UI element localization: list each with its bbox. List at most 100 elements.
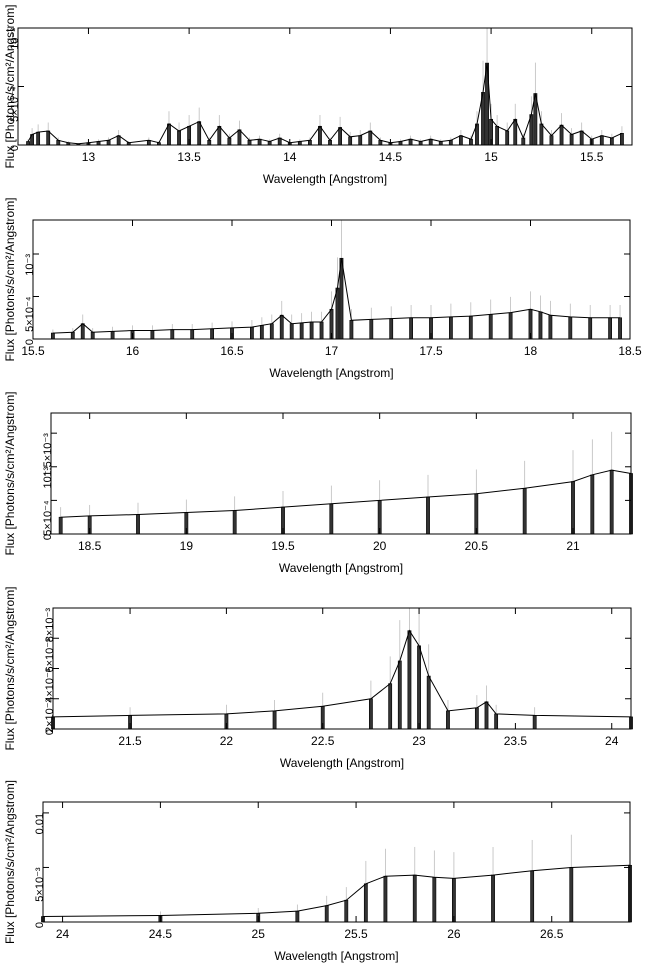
data-bin <box>338 127 342 146</box>
data-bin <box>368 698 373 730</box>
x-tick-label: 18 <box>524 344 538 358</box>
y-tick-label: 10⁻³ <box>9 28 21 50</box>
data-bin <box>369 319 374 340</box>
chart-panel-1: 13 13.5 14 14.5 15 15.5 0 5×10⁻⁴ 10⁻³ Wavelength … <box>3 4 633 186</box>
plot-frame <box>52 607 632 730</box>
data-bin <box>388 683 393 730</box>
data-bin <box>257 138 262 146</box>
plot-frame <box>42 801 631 923</box>
y-tick-label: 2×10⁻³ <box>44 698 56 733</box>
data-bin <box>409 317 414 340</box>
y-axis-label: Flux [Photons/s/cm²/Angstrom] <box>3 197 17 361</box>
x-tick-label: 22 <box>220 734 234 748</box>
data-bin <box>488 314 493 340</box>
data-bin <box>508 312 513 340</box>
data-bin <box>438 141 443 146</box>
data-bin <box>495 125 500 146</box>
data-bin <box>412 874 417 923</box>
x-tick-label: 26 <box>447 927 461 941</box>
data-bin <box>549 135 554 146</box>
data-bin <box>50 332 55 340</box>
data-bin <box>407 630 412 730</box>
y-tick-label: 5×10⁻³ <box>34 867 46 902</box>
data-bin <box>408 138 413 146</box>
x-tick-label: 25.5 <box>344 927 368 941</box>
data-bin <box>451 878 456 923</box>
data-bin <box>599 135 604 146</box>
data-bin <box>448 316 453 340</box>
y-tick-label: 0 <box>42 534 54 540</box>
x-axis-label: Wavelength [Angstrom] <box>274 949 398 963</box>
chart-panel-5: 24 24.5 25 25.5 26 26.5 0 5×10⁻³ 0.01 Wavelength … <box>3 780 632 963</box>
data-bin <box>197 121 202 146</box>
series-line <box>52 258 620 334</box>
data-bin <box>259 325 264 340</box>
data-bin <box>269 323 274 340</box>
data-bin <box>349 319 354 340</box>
data-bin <box>217 125 222 146</box>
data-bin <box>227 137 232 146</box>
x-tick-label: 15.5 <box>580 150 604 164</box>
x-tick-label: 20 <box>373 539 387 553</box>
data-bin <box>530 870 535 923</box>
x-tick-label: 15.5 <box>21 344 45 358</box>
data-bin <box>620 133 624 146</box>
data-bin <box>428 138 433 146</box>
data-bin <box>267 141 272 146</box>
x-tick-label: 16 <box>126 344 140 358</box>
y-axis-label: Flux [Photons/s/cm²/Angstrom] <box>3 391 17 555</box>
x-tick-label: 20.5 <box>465 539 489 553</box>
series-line <box>60 469 632 518</box>
data-bin <box>232 510 237 535</box>
data-bin <box>324 905 329 923</box>
x-axis-label: Wavelength [Angstrom] <box>269 366 393 380</box>
data-bin <box>458 135 463 146</box>
x-tick-label: 14.5 <box>379 150 403 164</box>
y-axis-label: Flux [Photons/s/cm²/Angstrom] <box>3 4 17 168</box>
y-tick-label: 0.01 <box>34 813 46 834</box>
x-tick-label: 23.5 <box>504 734 528 748</box>
data-bin <box>609 137 614 146</box>
data-bin <box>272 710 277 730</box>
y-tick-label: 4×10⁻³ <box>44 668 56 703</box>
series-line <box>52 629 632 718</box>
data-bin <box>609 469 614 535</box>
data-bin <box>110 331 115 340</box>
x-axis-label: Wavelength [Angstrom] <box>280 756 404 770</box>
data-bin <box>484 701 489 730</box>
data-bin <box>494 713 499 730</box>
x-tick-label: 23 <box>412 734 426 748</box>
data-bin <box>538 311 543 340</box>
data-bin <box>539 123 544 146</box>
data-bin <box>344 899 349 923</box>
y-tick-label: 5×10⁻⁴ <box>24 296 36 332</box>
data-bin <box>116 135 121 146</box>
data-bin <box>190 329 195 340</box>
y-tick-label: 10⁻³ <box>24 254 36 276</box>
data-bin <box>618 317 622 340</box>
series-line <box>42 864 631 917</box>
series-line <box>27 63 623 145</box>
x-tick-label: 17 <box>325 344 339 358</box>
y-tick-label: 0 <box>24 339 36 345</box>
series-3-1 <box>58 431 633 535</box>
x-tick-label: 24 <box>56 927 70 941</box>
data-bin <box>237 129 242 146</box>
data-bin <box>136 514 140 535</box>
data-bin <box>289 323 294 340</box>
y-tick-label: 10⁻³ <box>42 466 54 488</box>
chart-panel-2: 15.5 16 16.5 17 17.5 18 18.5 0 5×10⁻⁴ 10⁻³ Wavelen… <box>3 197 642 380</box>
data-bin <box>532 715 537 730</box>
x-tick-label: 21.5 <box>118 734 142 748</box>
data-bin <box>417 645 421 730</box>
data-bin <box>279 314 284 340</box>
y-tick-label: 0 <box>44 729 56 735</box>
data-bin <box>448 140 453 146</box>
series-4-1 <box>51 608 633 730</box>
data-bin <box>588 317 593 340</box>
data-bin <box>568 316 573 340</box>
y-tick-label: 1.5×10⁻³ <box>42 433 54 477</box>
x-tick-label: 22.5 <box>311 734 335 748</box>
x-tick-label: 25 <box>252 927 266 941</box>
